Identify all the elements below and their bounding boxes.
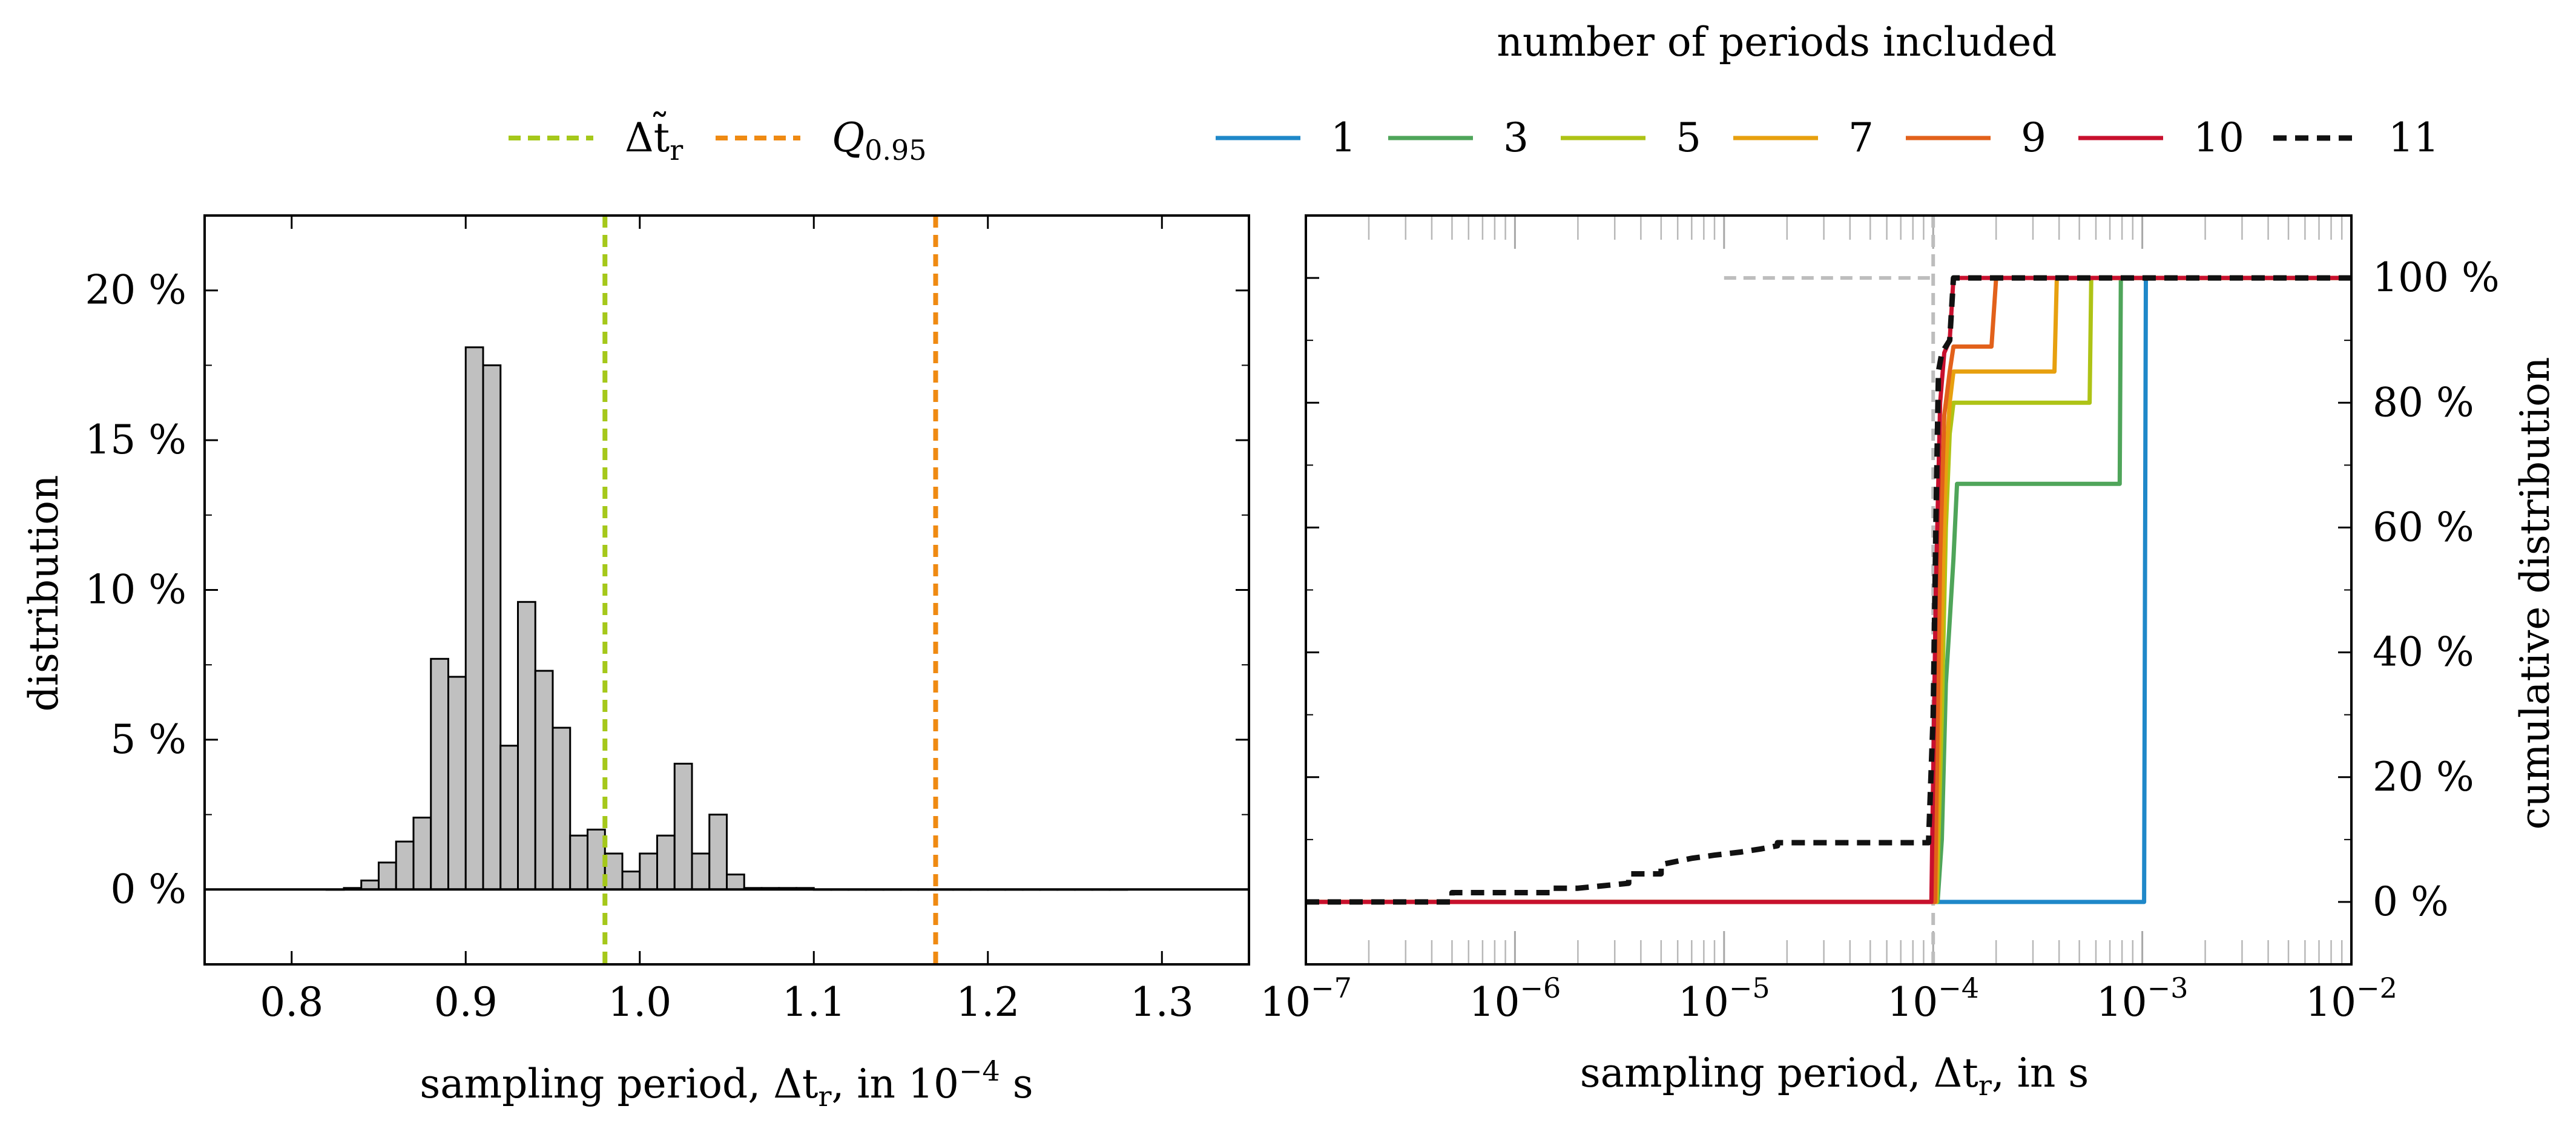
histogram-bar — [621, 871, 641, 891]
legend-label-3: 3 — [1503, 114, 1529, 161]
legend-label-1: 1 — [1331, 114, 1356, 161]
histogram-bar — [726, 874, 745, 891]
cdf-series — [1306, 275, 2351, 905]
histogram-ylabel: distribution — [21, 475, 67, 711]
histogram-bars — [325, 346, 1128, 891]
histogram-xtick-label: 0.9 — [434, 979, 498, 1026]
cdf-series-11 — [1306, 275, 2351, 905]
histogram-bar — [552, 726, 572, 891]
legend-label-q95: Q0.95 — [832, 114, 927, 166]
histogram-bar — [639, 852, 658, 891]
histogram-xtick-label: 0.8 — [260, 979, 323, 1026]
histogram-xtick-label: 1.1 — [782, 979, 846, 1026]
cdf-frame — [1305, 214, 2353, 966]
cdf-series-3 — [1306, 275, 2351, 904]
histogram-ytick-label: 5 % — [110, 716, 186, 763]
cdf-ytick-label: 80 % — [2373, 379, 2474, 426]
histogram-bar — [587, 828, 606, 891]
cdf-ytick-label: 0 % — [2373, 878, 2449, 925]
cdf-ytick-label: 60 % — [2373, 504, 2474, 550]
histogram-bar — [378, 861, 397, 891]
histogram-bar — [569, 834, 588, 891]
cdf-series-7 — [1306, 275, 2351, 904]
legend-label-7: 7 — [1848, 114, 1874, 161]
legend-label-10: 10 — [2193, 114, 2244, 161]
histogram-ticks: 0.8 0.9 1.0 1.1 1.2 1.3 0 % 5 % 10 % 15 % 20 % — [85, 216, 1249, 1026]
histogram-ytick-label: 0 % — [110, 866, 186, 912]
histogram-bar — [464, 346, 484, 891]
cdf-xtick-label: 10−6 — [1469, 972, 1561, 1026]
legend-label-dt-tilde: Δt̃r — [625, 111, 683, 166]
histogram-bar — [656, 834, 676, 891]
left-legend: Δt̃r Q0.95 — [509, 111, 927, 166]
cdf-chart: 10−7 10−6 10−5 10−4 10−3 10−2 0 % 20 % 40 % 60 % 8… — [1260, 214, 2558, 1102]
histogram-bar — [447, 676, 467, 891]
cdf-ticks: 10−7 10−6 10−5 10−4 10−3 10−2 0 % 20 % 40 % 60 % 8… — [1260, 216, 2500, 1026]
legend-label-11: 11 — [2388, 114, 2439, 161]
cdf-series-1 — [1306, 275, 2351, 904]
histogram-xlabel: sampling period, Δtr, in 10−4 s — [420, 1055, 1033, 1113]
cdf-xtick-label: 10−2 — [2305, 972, 2397, 1026]
histogram-xtick-label: 1.3 — [1130, 979, 1194, 1026]
cdf-series-5 — [1306, 275, 2351, 904]
cdf-xtick-label: 10−7 — [1260, 972, 1352, 1026]
cdf-ylabel: cumulative distribution — [2512, 357, 2558, 829]
cdf-ytick-label: 100 % — [2373, 254, 2500, 301]
histogram-bar — [604, 852, 624, 891]
histogram-chart: 0.8 0.9 1.0 1.1 1.2 1.3 0 % 5 % 10 % 15 % 20 % dis… — [21, 214, 1250, 1113]
histogram-bar — [482, 364, 502, 891]
histogram-bar — [395, 840, 415, 891]
cdf-xtick-label: 10−4 — [1887, 972, 1979, 1026]
right-legend-title: number of periods included — [1497, 19, 2057, 65]
histogram-bar — [708, 814, 728, 891]
histogram-bar — [412, 817, 432, 891]
histogram-bar — [673, 762, 693, 891]
histogram-ytick-label: 20 % — [85, 267, 186, 314]
right-legend: number of periods included 1 3 5 7 9 10 11 — [1216, 19, 2439, 161]
histogram-xtick-label: 1.2 — [956, 979, 1020, 1026]
cdf-ytick-label: 20 % — [2373, 754, 2474, 800]
legend-label-5: 5 — [1676, 114, 1701, 161]
histogram-vlines — [602, 216, 938, 964]
histogram-ytick-label: 10 % — [85, 567, 186, 613]
right-legend-entries: 1 3 5 7 9 10 11 — [1216, 114, 2439, 161]
cdf-xtick-label: 10−3 — [2097, 972, 2189, 1026]
cdf-xtick-label: 10−5 — [1678, 972, 1770, 1026]
legend-label-9: 9 — [2021, 114, 2046, 161]
cdf-xlabel: sampling period, Δtr, in s — [1580, 1050, 2089, 1102]
cdf-ytick-label: 40 % — [2373, 629, 2474, 676]
cdf-series-10 — [1306, 275, 2351, 904]
histogram-xtick-label: 1.0 — [608, 979, 671, 1026]
histogram-bar — [360, 879, 380, 891]
histogram-bar — [430, 657, 449, 891]
histogram-ytick-label: 15 % — [85, 416, 186, 463]
histogram-bar — [691, 852, 711, 891]
cdf-series-9 — [1306, 275, 2351, 904]
histogram-bar — [499, 745, 519, 891]
histogram-frame — [203, 214, 1250, 966]
histogram-bar — [517, 601, 536, 891]
histogram-bar — [534, 670, 554, 891]
